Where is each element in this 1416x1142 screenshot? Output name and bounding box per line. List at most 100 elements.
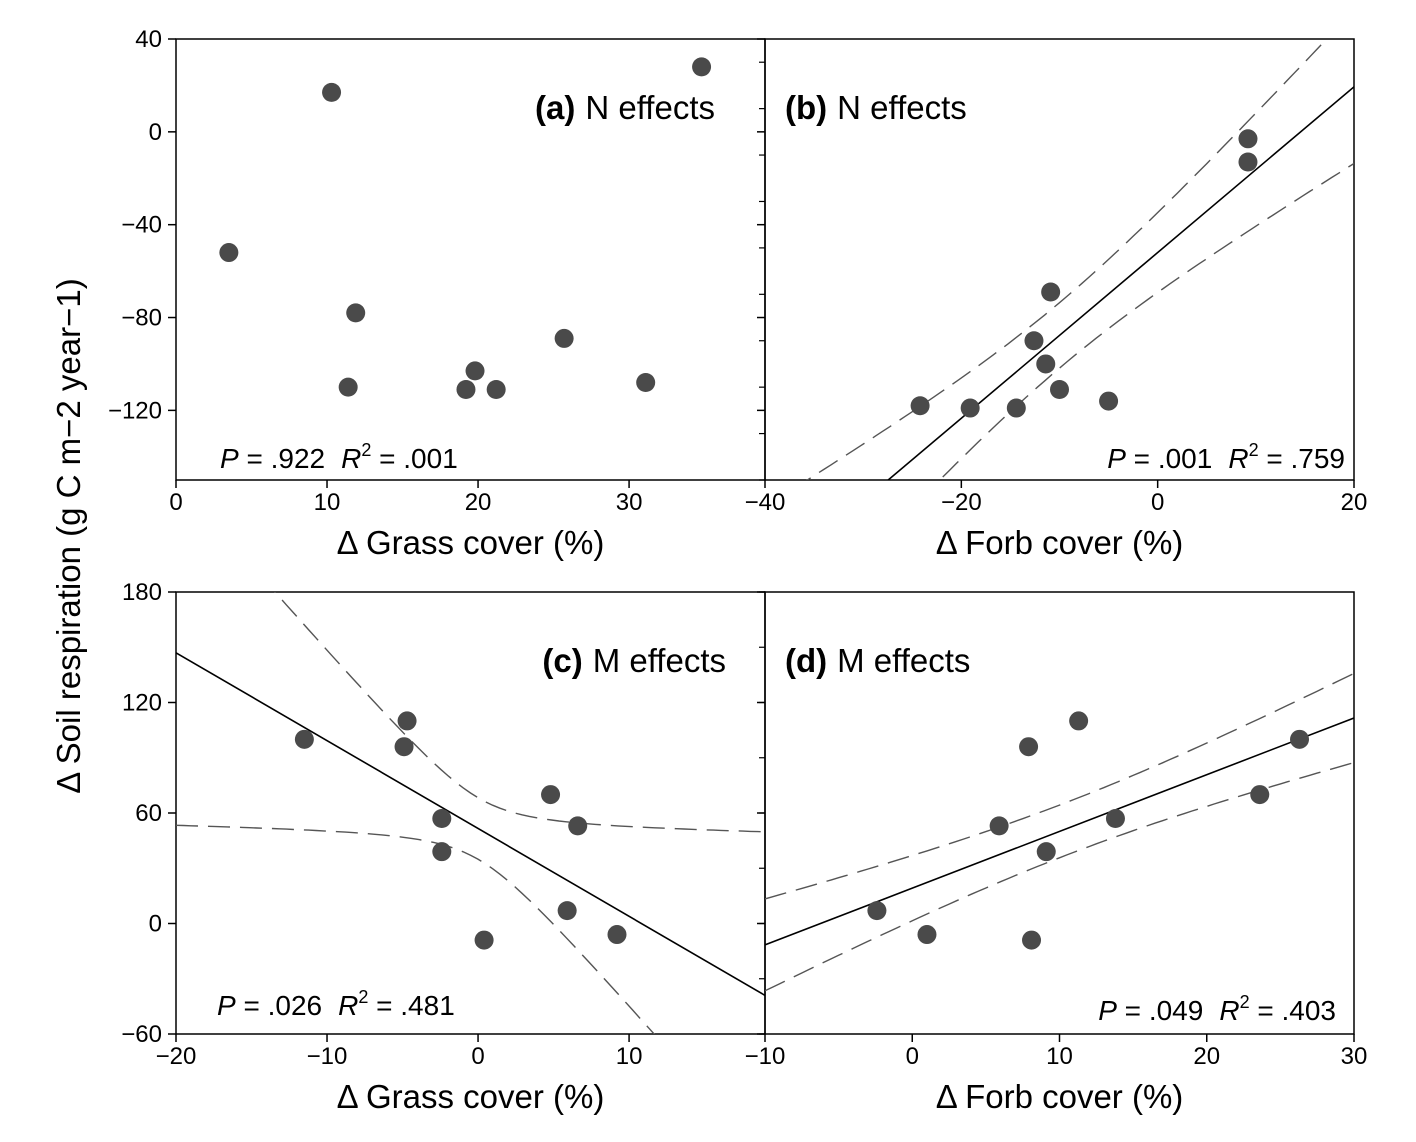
data-point xyxy=(346,303,366,323)
data-point xyxy=(1036,842,1056,862)
data-point xyxy=(294,729,314,749)
panel-title-text: M effects xyxy=(837,642,970,679)
x-tick-label: 20 xyxy=(1341,489,1368,516)
panel-title-text: N effects xyxy=(837,89,967,126)
data-point xyxy=(432,842,452,862)
x-axis-label: Δ Grass cover (%) xyxy=(337,524,605,561)
stats-annotation: P = .026 R2 = .481 xyxy=(217,987,455,1021)
panel-letter: (b) xyxy=(785,89,827,126)
y-tick-label: −80 xyxy=(121,305,162,332)
panel-title: (c) M effects xyxy=(542,642,726,679)
data-point xyxy=(432,809,452,829)
panel-title-text: N effects xyxy=(585,89,715,126)
r2-value: .759 xyxy=(1291,443,1346,474)
x-tick-label: 0 xyxy=(1151,489,1164,516)
panel-c: −60 0 60 120 180 −20 −10 0 10 Δ Grass cover (%) (c… xyxy=(121,579,766,1115)
stats-annotation: P = .922 R2 = .001 xyxy=(220,440,458,474)
ci-upper-band xyxy=(806,39,1328,480)
x-axis-label: Δ Forb cover (%) xyxy=(936,524,1184,561)
data-point xyxy=(1250,785,1270,805)
ci-upper-band xyxy=(765,672,1354,900)
x-tick-label: −10 xyxy=(745,1043,786,1070)
data-point xyxy=(322,82,342,102)
regression-line xyxy=(176,652,765,997)
data-point xyxy=(338,377,358,397)
panel-b: −40 −20 0 20 Δ Forb cover (%) (b) N effects P =… xyxy=(745,38,1368,561)
plot-frame xyxy=(764,38,1355,481)
regression-line xyxy=(765,717,1354,946)
x-tick-label: −10 xyxy=(307,1043,348,1070)
panel-d: −10 0 10 20 30 Δ Forb cover (%) (d) M effects P … xyxy=(745,591,1368,1115)
data-point xyxy=(1006,398,1026,418)
ci-lower-band xyxy=(176,824,656,1034)
data-point xyxy=(867,901,887,921)
x-tick-label: 10 xyxy=(616,1043,643,1070)
stats-annotation: P = .001 R2 = .759 xyxy=(1107,440,1345,474)
y-tick-label: 180 xyxy=(122,579,162,606)
y-tick-label: −40 xyxy=(121,212,162,239)
data-point xyxy=(456,379,476,399)
y-tick-label: 0 xyxy=(149,911,162,938)
data-point xyxy=(989,816,1009,836)
data-point xyxy=(917,925,937,945)
p-value: .026 xyxy=(268,990,323,1021)
y-tick-label: −60 xyxy=(121,1021,162,1048)
data-point xyxy=(1050,379,1069,399)
x-tick-label: 10 xyxy=(314,489,341,516)
p-value: .049 xyxy=(1149,995,1204,1026)
y-tick-label: −120 xyxy=(108,397,162,424)
x-axis-label: Δ Forb cover (%) xyxy=(936,1078,1184,1115)
x-tick-label: 30 xyxy=(1341,1043,1368,1070)
x-tick-label: −40 xyxy=(745,489,786,516)
data-point xyxy=(486,379,506,399)
data-point xyxy=(1022,930,1042,950)
x-axis-label: Δ Grass cover (%) xyxy=(337,1078,605,1115)
data-point xyxy=(474,930,494,950)
panel-title: (a) N effects xyxy=(535,89,715,126)
panel-title: (b) N effects xyxy=(785,89,967,126)
data-point xyxy=(465,361,485,381)
data-point xyxy=(1105,809,1125,829)
data-point xyxy=(394,737,414,757)
data-point xyxy=(541,785,561,805)
panel-a: −120 −80 −40 0 40 0 10 20 30 Δ Grass cover (%) (a)… xyxy=(108,26,766,561)
data-point xyxy=(692,57,712,77)
x-tick-label: 20 xyxy=(465,489,492,516)
data-point xyxy=(1238,152,1258,172)
y-tick-label: 120 xyxy=(122,690,162,717)
data-point xyxy=(557,901,577,921)
panel-title-text: M effects xyxy=(593,642,726,679)
x-tick-label: −20 xyxy=(156,1043,197,1070)
y-tick-label: 40 xyxy=(135,26,162,53)
data-point xyxy=(1019,737,1039,757)
x-tick-label: 0 xyxy=(471,1043,484,1070)
stats-annotation: P = .049 R2 = .403 xyxy=(1098,992,1336,1026)
fit-group xyxy=(765,672,1354,992)
y-tick-label: 0 xyxy=(149,119,162,146)
panel-letter: (c) xyxy=(542,642,582,679)
data-point xyxy=(554,328,574,348)
x-tick-label: 0 xyxy=(906,1043,919,1070)
y-tick-label: 60 xyxy=(135,800,162,827)
data-point xyxy=(1041,282,1061,302)
data-point xyxy=(568,816,588,836)
data-point xyxy=(1290,729,1310,749)
data-point xyxy=(1036,354,1056,374)
data-point xyxy=(219,243,239,263)
data-point xyxy=(636,373,656,393)
data-point xyxy=(607,925,627,945)
x-tick-label: 10 xyxy=(1046,1043,1073,1070)
y-axis-label: Δ Soil respiration (g C m−2 year−1) xyxy=(50,278,87,793)
data-point xyxy=(1069,711,1089,731)
fit-group xyxy=(806,39,1354,480)
data-point xyxy=(1024,331,1044,351)
r2-value: .403 xyxy=(1282,995,1337,1026)
x-tick-label: 0 xyxy=(169,489,182,516)
ci-lower-band xyxy=(938,162,1354,480)
data-point xyxy=(1099,391,1119,411)
panel-letter: (d) xyxy=(785,642,827,679)
x-tick-label: −20 xyxy=(941,489,982,516)
r2-value: .001 xyxy=(403,443,458,474)
panel-title: (d) M effects xyxy=(785,642,970,679)
